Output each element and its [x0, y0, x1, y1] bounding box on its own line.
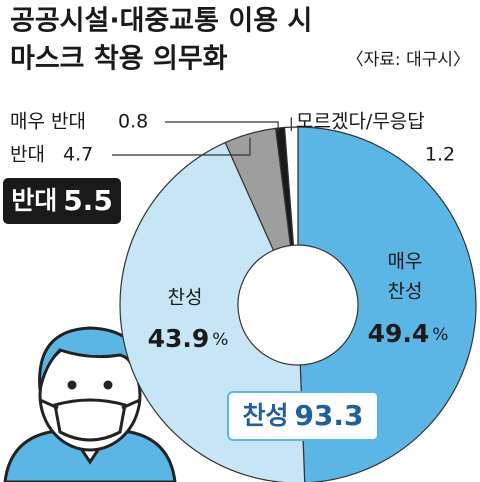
source: 〈자료: 대구시〉: [347, 50, 470, 70]
donut-segment: [283, 126, 299, 246]
total-name: 찬성: [242, 401, 288, 430]
chart-title: 마스크 착용 의무화: [10, 44, 228, 75]
total-name: 반대: [11, 186, 57, 215]
leader-line: [165, 121, 279, 132]
category-label: 반대: [10, 144, 45, 166]
category-label: 찬성: [168, 287, 203, 309]
category-label: 매우: [388, 251, 423, 273]
total-label: 반대 5.5: [11, 184, 113, 217]
data-label: 49.4%: [368, 319, 449, 348]
data-label: 1.2: [425, 144, 455, 166]
unit: %: [212, 330, 228, 350]
leader-line: [112, 137, 251, 156]
total-label: 찬성 93.3: [242, 399, 363, 432]
value: 49.4: [368, 319, 430, 348]
value: 43.9: [148, 324, 210, 353]
person-illustration: [3, 326, 177, 482]
data-label: 0.8: [118, 111, 148, 133]
data-label: 4.7: [63, 144, 93, 166]
total-box: [227, 391, 379, 441]
unit: %: [432, 325, 448, 345]
category-label: 매우 반대: [10, 111, 86, 133]
data-label: 43.9%: [148, 324, 229, 353]
total-value: 5.5: [63, 184, 113, 217]
category-label: 찬성: [388, 281, 423, 303]
total-value: 93.3: [294, 399, 363, 432]
leader-line: [290, 117, 292, 132]
total-box: [3, 178, 121, 224]
chart-title: 공공시설·대중교통 이용 시: [10, 6, 312, 37]
category-label: 모르겠다/무응답: [296, 111, 425, 133]
